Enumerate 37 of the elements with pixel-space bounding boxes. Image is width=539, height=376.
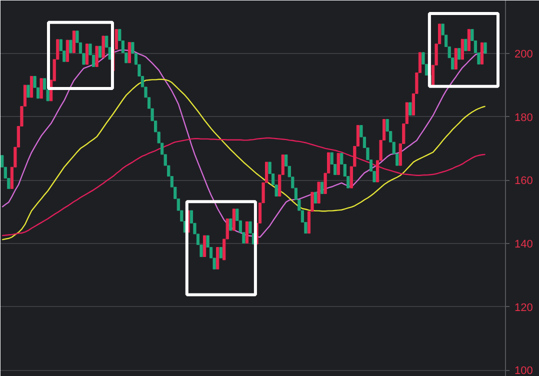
y-tick-label: 200 xyxy=(514,48,533,60)
candlestick xyxy=(408,102,412,116)
candlestick xyxy=(454,48,458,70)
candlestick xyxy=(40,78,43,99)
candlestick xyxy=(102,36,105,58)
candlestick xyxy=(458,48,461,60)
y-tick-label: 120 xyxy=(514,302,533,314)
candlestick xyxy=(336,152,340,176)
candlestick xyxy=(314,192,318,204)
candlestick xyxy=(85,43,89,65)
candlestick xyxy=(464,38,468,52)
candlestick xyxy=(245,221,249,244)
candlestick xyxy=(202,235,206,258)
candlestick xyxy=(216,246,220,270)
candlestick xyxy=(72,30,76,54)
candlestick xyxy=(26,84,30,98)
y-tick-label: 180 xyxy=(514,112,533,124)
candlestick xyxy=(467,28,470,52)
candlestick xyxy=(484,42,487,54)
candlestick xyxy=(317,182,320,204)
candlestick xyxy=(95,46,98,68)
y-tick-label: 160 xyxy=(514,175,533,188)
candlestick xyxy=(128,42,131,64)
candlestick xyxy=(320,182,324,194)
candlestick xyxy=(232,208,236,231)
y-tick-label: 140 xyxy=(514,238,533,250)
candlestick xyxy=(480,42,484,65)
candlestick xyxy=(460,38,464,60)
line-series xyxy=(2,78,486,240)
candlestick xyxy=(229,218,232,231)
candlestick xyxy=(30,76,34,98)
line-series xyxy=(2,137,486,236)
candlestick xyxy=(98,46,102,58)
y-tick-label: 100 xyxy=(514,365,533,376)
candlestick xyxy=(219,247,222,258)
candlestick xyxy=(66,40,69,62)
candlestick xyxy=(69,40,72,54)
